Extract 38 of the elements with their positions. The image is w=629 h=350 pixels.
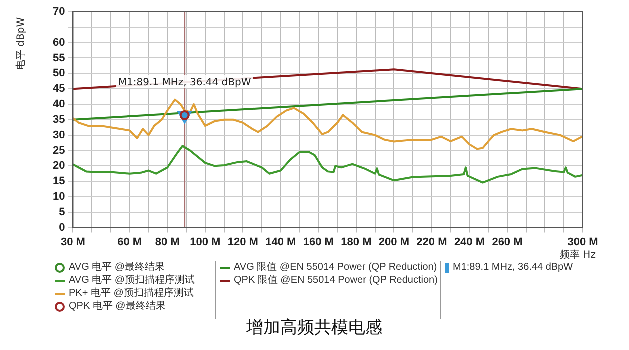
legend-label: PK+ 电平 @预扫描程序测试 — [69, 287, 194, 300]
y-tick-label: 25 — [52, 144, 66, 157]
legend-label: AVG 电平 @最终结果 — [69, 261, 166, 274]
y-tick-label: 20 — [52, 160, 66, 172]
y-tick-label: 30 — [52, 129, 66, 142]
y-tick-label: 50 — [52, 68, 66, 80]
x-tick-label: 200 M — [378, 236, 410, 248]
y-tick-label: 60 — [52, 36, 66, 49]
y-tick-label: 10 — [52, 191, 66, 204]
x-tick-label: 60 M — [118, 236, 142, 248]
legend-label: AVG 电平 @预扫描程序测试 — [69, 274, 196, 287]
legend-label: QPK 限值 @EN 55014 Power (QP Reduction) — [234, 274, 438, 287]
x-tick-label: 30 M — [61, 236, 86, 248]
x-tick-label: 140 M — [266, 236, 296, 248]
x-tick-label: 300 M — [568, 236, 598, 248]
y-tick-label: 45 — [52, 83, 66, 96]
y-tick-label: 5 — [59, 206, 66, 218]
y-tick-label: 15 — [52, 176, 66, 188]
x-tick-label: 80 M — [155, 236, 180, 248]
y-tick-label: 55 — [52, 52, 66, 64]
y-tick-label: 40 — [52, 98, 66, 111]
x-tick-label: 160 M — [303, 236, 334, 248]
y-tick-label: 0 — [59, 222, 66, 234]
legend-label: AVG 限值 @EN 55014 Power (QP Reduction) — [234, 261, 438, 274]
x-tick-label: 100 M — [190, 236, 221, 248]
y-tick-label: 35 — [52, 114, 66, 126]
x-axis-title: 频率 Hz — [560, 248, 596, 262]
x-tick-label: 260 M — [492, 236, 523, 248]
text: 增加高频共模电感 — [246, 317, 384, 339]
legend-label: M1:89.1 MHz, 36.44 dBpW — [453, 261, 574, 274]
x-tick-label: 220 M — [416, 236, 448, 248]
y-axis-title: 电平 dBpW — [14, 17, 28, 70]
x-tick-label: 120 M — [228, 236, 258, 248]
annotation: M1:89.1 MHz, 36.44 dBpW — [118, 77, 252, 88]
y-tick-label: 70 — [52, 6, 66, 18]
x-tick-label: 240 M — [454, 236, 486, 248]
legend-label: QPK 电平 @最终结果 — [69, 300, 166, 313]
x-tick-label: 180 M — [341, 236, 372, 248]
